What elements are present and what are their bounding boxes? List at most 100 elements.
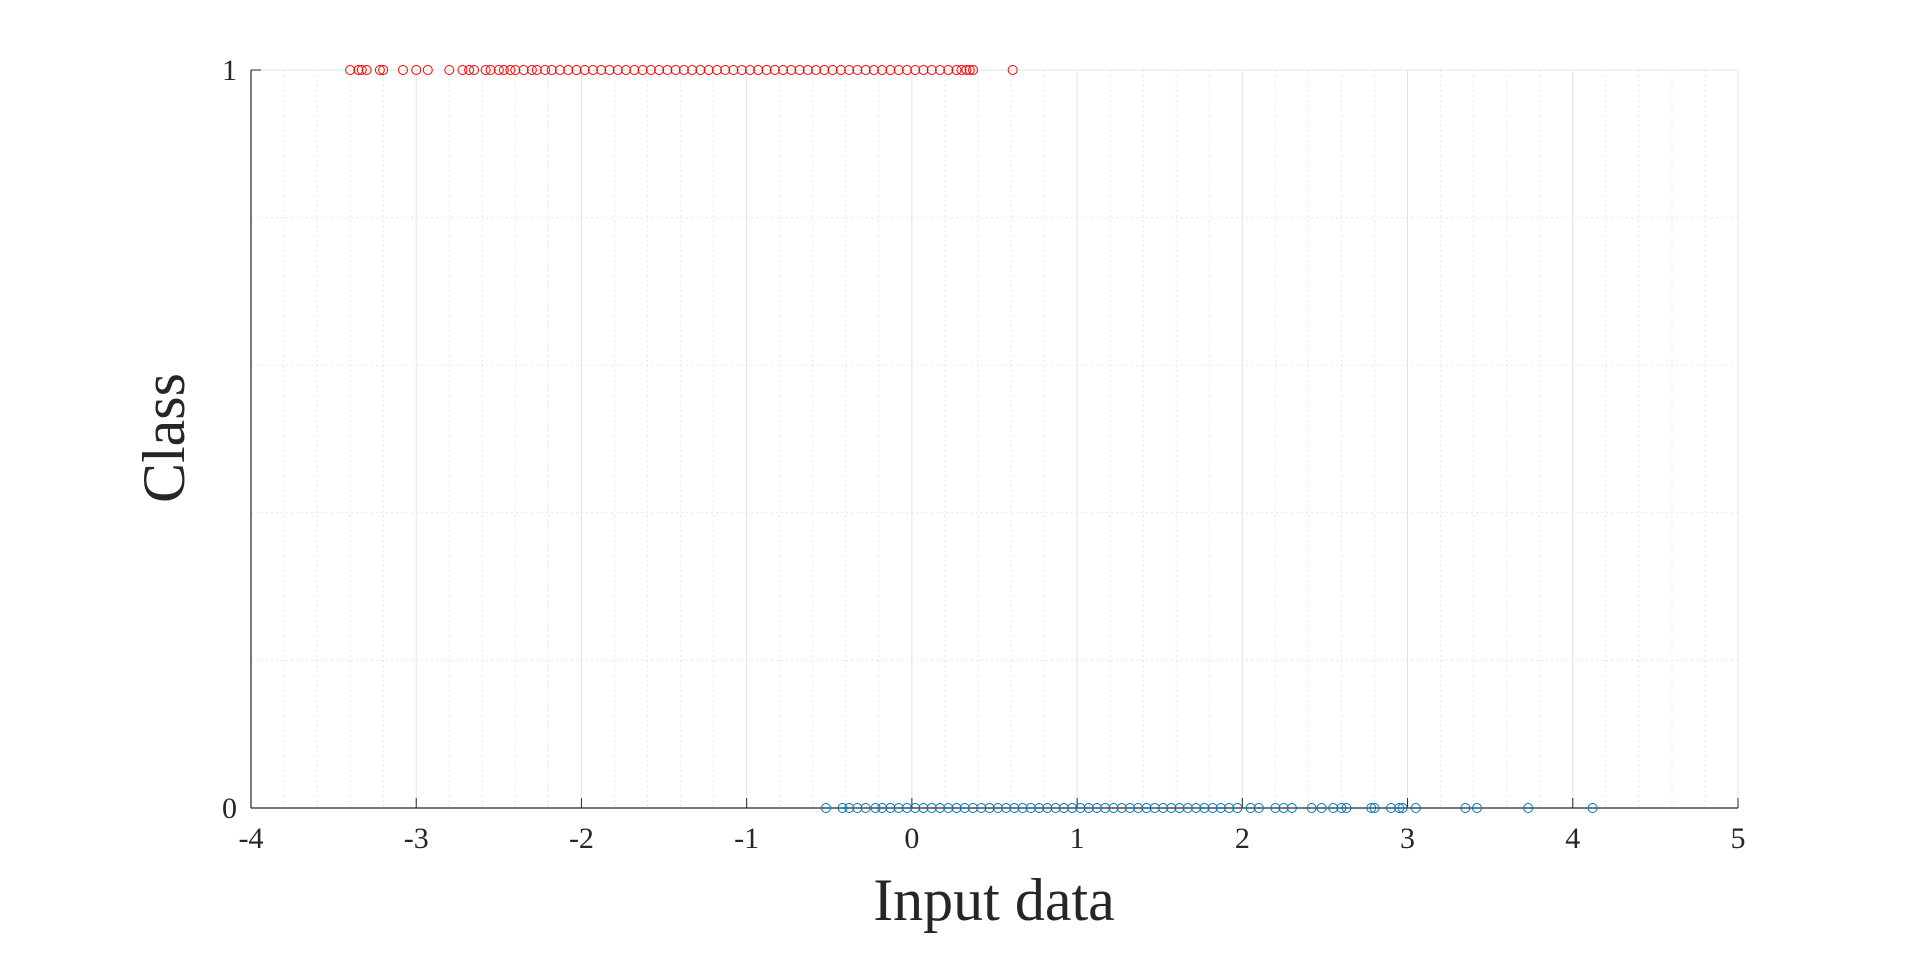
- point: [1410, 803, 1421, 813]
- point: [984, 803, 995, 813]
- point: [1306, 803, 1317, 813]
- point: [1328, 803, 1339, 813]
- point: [1253, 803, 1264, 813]
- point: [629, 65, 640, 75]
- point: [711, 65, 722, 75]
- point: [736, 65, 747, 75]
- point: [1270, 803, 1281, 813]
- point: [1460, 803, 1471, 813]
- point: [926, 803, 937, 813]
- point: [728, 65, 739, 75]
- point: [457, 65, 468, 75]
- point: [1369, 803, 1380, 813]
- point: [769, 65, 780, 75]
- point: [596, 65, 607, 75]
- point: [1174, 803, 1185, 813]
- point: [1075, 803, 1086, 813]
- point: [893, 65, 904, 75]
- point: [1133, 803, 1144, 813]
- point: [1124, 803, 1135, 813]
- x-tick-label: -2: [569, 822, 594, 855]
- point: [1007, 65, 1018, 75]
- point: [1207, 803, 1218, 813]
- point: [877, 65, 888, 75]
- point: [1397, 803, 1408, 813]
- y-axis-label: Class: [131, 373, 197, 503]
- point: [1336, 803, 1347, 813]
- point: [654, 65, 665, 75]
- point: [1116, 803, 1127, 813]
- point: [1587, 803, 1598, 813]
- point: [1001, 803, 1012, 813]
- point: [968, 65, 979, 75]
- point: [422, 65, 433, 75]
- x-tick-label: 4: [1565, 822, 1580, 855]
- point: [374, 65, 385, 75]
- point: [378, 65, 389, 75]
- point: [604, 65, 615, 75]
- point: [1108, 803, 1119, 813]
- point: [645, 65, 656, 75]
- point: [934, 803, 945, 813]
- point: [687, 65, 698, 75]
- point: [505, 65, 516, 75]
- point: [361, 65, 372, 75]
- point: [546, 65, 557, 75]
- point: [918, 65, 929, 75]
- point: [885, 65, 896, 75]
- point: [1141, 803, 1152, 813]
- point: [1067, 803, 1078, 813]
- point: [1009, 803, 1020, 813]
- point: [1083, 803, 1094, 813]
- y-tick-label: 1: [222, 54, 237, 87]
- point: [678, 65, 689, 75]
- point: [1058, 803, 1069, 813]
- point: [703, 65, 714, 75]
- x-tick-label: 3: [1400, 822, 1415, 855]
- point: [1366, 803, 1377, 813]
- point: [959, 803, 970, 813]
- point: [786, 65, 797, 75]
- point: [1158, 803, 1169, 813]
- point: [951, 803, 962, 813]
- x-tick-label: 0: [904, 822, 919, 855]
- point: [720, 65, 731, 75]
- point: [827, 65, 838, 75]
- point: [819, 65, 830, 75]
- point: [835, 65, 846, 75]
- point: [444, 65, 455, 75]
- point: [844, 65, 855, 75]
- point: [870, 803, 881, 813]
- point: [531, 65, 542, 75]
- point: [1523, 803, 1534, 813]
- point: [860, 65, 871, 75]
- point: [464, 65, 475, 75]
- point: [956, 65, 967, 75]
- point: [411, 65, 422, 75]
- point: [518, 65, 529, 75]
- point: [926, 65, 937, 75]
- point: [910, 803, 921, 813]
- point: [579, 65, 590, 75]
- point: [526, 65, 537, 75]
- point: [621, 65, 632, 75]
- point: [510, 65, 521, 75]
- point: [1199, 803, 1210, 813]
- y-tick-label: 0: [222, 792, 237, 825]
- x-tick-label: 5: [1731, 822, 1746, 855]
- point: [469, 65, 480, 75]
- point: [1017, 803, 1028, 813]
- point: [964, 65, 975, 75]
- point: [802, 65, 813, 75]
- point: [918, 803, 929, 813]
- point: [1471, 803, 1482, 813]
- point: [1149, 803, 1160, 813]
- point: [1386, 803, 1397, 813]
- point: [934, 65, 945, 75]
- point: [1316, 803, 1327, 813]
- point: [662, 65, 673, 75]
- point: [1224, 803, 1235, 813]
- point: [588, 65, 599, 75]
- point: [753, 65, 764, 75]
- point: [976, 803, 987, 813]
